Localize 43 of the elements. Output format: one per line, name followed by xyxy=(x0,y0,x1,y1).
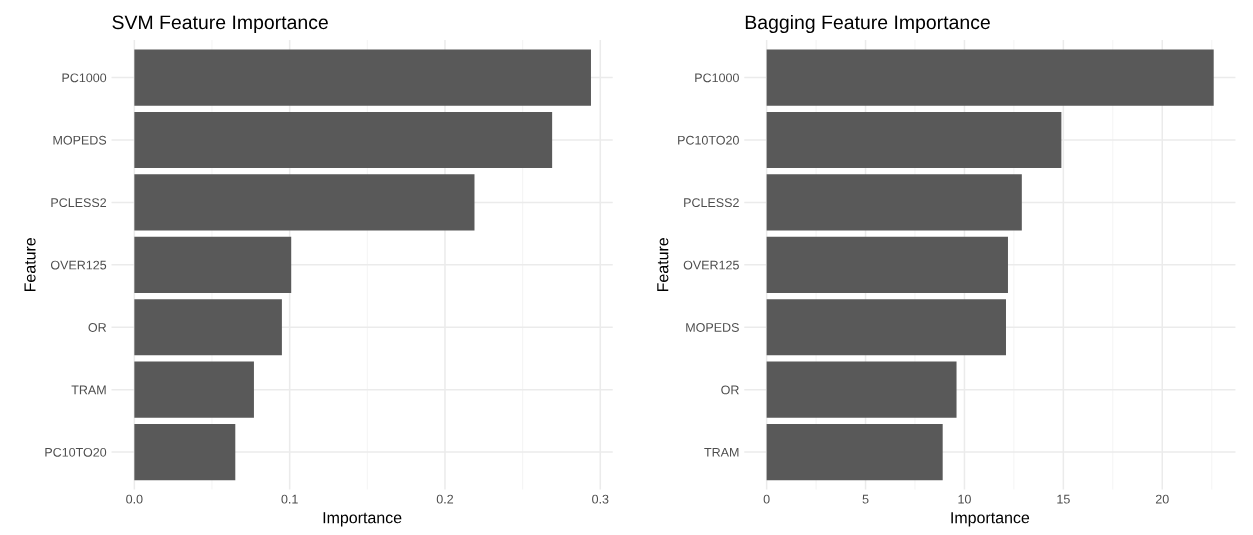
bar xyxy=(766,423,943,481)
x-tick-label: 15 xyxy=(1057,494,1070,504)
x-tick-label: 0 xyxy=(763,494,770,504)
x-axis-title: Importance xyxy=(951,512,1030,527)
y-tick-label: OR xyxy=(88,323,107,332)
bar xyxy=(134,423,236,481)
x-tick-label: 5 xyxy=(862,494,869,504)
y-tick-label: TRAM xyxy=(704,448,739,457)
bar xyxy=(134,236,292,293)
bar xyxy=(766,49,1214,106)
y-tick-label: PC1000 xyxy=(62,73,107,83)
bar xyxy=(134,49,591,106)
y-axis-title: Feature xyxy=(657,238,669,292)
y-tick-label: TRAM xyxy=(71,385,106,395)
bar xyxy=(134,361,254,418)
x-tick-label: 10 xyxy=(958,494,971,504)
y-tick-label: OVER125 xyxy=(50,260,107,270)
x-tick-label: 0.3 xyxy=(592,494,609,504)
y-tick-label: MOPEDS xyxy=(686,323,739,332)
bar xyxy=(134,111,553,169)
bar xyxy=(766,174,1022,231)
x-tick-label: 20 xyxy=(1155,494,1169,504)
y-tick-label: OR xyxy=(721,385,739,395)
x-tick-label: 0.0 xyxy=(126,494,143,504)
bar xyxy=(766,361,957,418)
x-tick-label: 0.1 xyxy=(281,494,298,504)
bar xyxy=(134,174,475,231)
chart-title: Bagging Feature Importance xyxy=(745,14,990,34)
y-tick-label: PC10TO20 xyxy=(45,447,107,457)
y-tick-label: PC10TO20 xyxy=(678,135,739,145)
y-tick-label: PCLESS2 xyxy=(51,198,107,208)
x-tick-label: 0.2 xyxy=(436,494,454,504)
y-tick-label: MOPEDS xyxy=(53,135,107,145)
chart-title: SVM Feature Importance xyxy=(112,15,328,34)
bar xyxy=(134,299,282,356)
y-tick-label: PCLESS2 xyxy=(684,198,739,208)
bar xyxy=(766,299,1006,356)
bar xyxy=(766,111,1062,169)
y-axis-title: Feature xyxy=(24,238,36,292)
y-tick-label: OVER125 xyxy=(683,260,739,270)
bar xyxy=(766,236,1008,293)
y-tick-label: PC1000 xyxy=(695,73,739,83)
x-axis-title: Importance xyxy=(323,512,402,527)
